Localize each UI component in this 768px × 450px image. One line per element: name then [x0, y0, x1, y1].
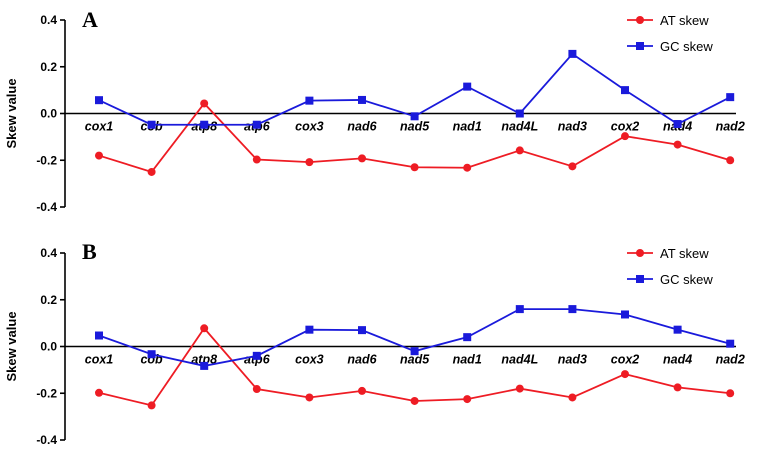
category-label: cox3 — [295, 353, 324, 367]
gc-skew-point — [568, 305, 577, 314]
gc-skew-point — [147, 350, 156, 359]
at-skew-point — [568, 162, 577, 171]
y-tick-label: -0.4 — [36, 200, 57, 214]
y-tick-label: 0.0 — [40, 107, 57, 121]
category-label: cox2 — [611, 120, 640, 134]
y-tick-label: 0.4 — [40, 246, 57, 260]
at-skew-point — [726, 156, 735, 165]
gc-skew-point — [252, 120, 261, 129]
gc-skew-point — [95, 96, 103, 105]
at-skew-point — [621, 132, 629, 141]
gc-skew-point — [568, 49, 577, 58]
at-skew-point — [200, 99, 209, 108]
gc-skew-point — [358, 326, 366, 335]
legend-marker-circle — [636, 16, 644, 24]
category-label: nad4L — [501, 120, 538, 134]
legend-label: GC skew — [660, 39, 713, 54]
at-skew-point — [463, 395, 472, 404]
gc-skew-point — [726, 339, 735, 348]
y-tick-label: -0.2 — [36, 153, 57, 167]
at-skew-point — [621, 370, 629, 379]
at-skew-point — [147, 167, 156, 176]
category-label: nad2 — [716, 120, 745, 134]
gc-skew-point — [621, 86, 629, 95]
at-skew-point — [358, 386, 366, 395]
category-label: nad1 — [453, 120, 482, 134]
category-label: nad4L — [501, 353, 538, 367]
gc-skew-point — [673, 120, 682, 129]
y-tick-label: 0.0 — [40, 340, 57, 354]
gc-skew-point — [358, 95, 366, 104]
y-tick-label: 0.4 — [40, 13, 57, 27]
gc-skew-point — [200, 120, 209, 129]
at-skew-point — [305, 393, 314, 402]
legend-label: AT skew — [660, 246, 709, 261]
at-skew-point — [95, 151, 103, 160]
gc-skew-point — [726, 93, 735, 102]
at-skew-point — [515, 146, 524, 155]
legend-marker-square — [636, 42, 644, 50]
gc-skew-point — [410, 347, 419, 356]
at-skew-point — [673, 140, 682, 149]
y-tick-label: -0.4 — [36, 433, 57, 447]
category-label: nad2 — [716, 353, 745, 367]
at-skew-point — [252, 385, 261, 394]
at-skew-point — [252, 155, 261, 164]
category-label: nad1 — [453, 353, 482, 367]
gc-skew-point — [621, 310, 629, 319]
panel-label: B — [82, 239, 97, 264]
y-tick-label: 0.2 — [40, 293, 57, 307]
at-skew-point — [305, 158, 314, 167]
category-label: cox1 — [85, 120, 114, 134]
at-skew-point — [200, 324, 209, 333]
at-skew-point — [568, 393, 577, 402]
gc-skew-point — [410, 112, 419, 121]
gc-skew-point — [147, 120, 156, 129]
legend-label: AT skew — [660, 13, 709, 28]
gc-skew-point — [673, 325, 682, 334]
at-skew-point — [410, 396, 419, 405]
at-skew-point — [95, 388, 103, 397]
gc-skew-point — [463, 82, 472, 91]
category-label: nad6 — [347, 353, 377, 367]
at-skew-point — [673, 383, 682, 392]
gc-skew-point — [305, 96, 314, 105]
y-tick-label: -0.2 — [36, 386, 57, 400]
panel-label: A — [82, 7, 98, 32]
category-label: nad5 — [400, 120, 430, 134]
gc-skew-point — [515, 109, 524, 118]
legend-label: GC skew — [660, 272, 713, 287]
category-label: nad6 — [347, 120, 377, 134]
category-label: cox3 — [295, 120, 324, 134]
series-line-at-skew — [98, 326, 731, 407]
y-axis-title: Skew value — [4, 311, 19, 381]
gc-skew-point — [305, 325, 314, 334]
at-skew-point — [515, 384, 524, 393]
gc-skew-point — [463, 333, 472, 342]
gc-skew-point — [95, 331, 103, 340]
y-tick-label: 0.2 — [40, 60, 57, 74]
at-skew-point — [147, 401, 156, 410]
at-skew-point — [358, 154, 366, 163]
category-label: nad4 — [663, 353, 692, 367]
gc-skew-point — [200, 361, 209, 370]
legend-marker-circle — [636, 249, 644, 257]
at-skew-point — [463, 163, 472, 172]
category-label: nad3 — [558, 353, 587, 367]
category-label: nad5 — [400, 353, 430, 367]
category-label: cox2 — [611, 353, 640, 367]
y-axis-title: Skew value — [4, 78, 19, 148]
category-label: atp8 — [191, 353, 217, 367]
gc-skew-point — [252, 351, 261, 360]
gc-skew-point — [515, 305, 524, 314]
at-skew-point — [410, 163, 419, 172]
category-label: nad3 — [558, 120, 587, 134]
legend-marker-square — [636, 275, 644, 283]
category-label: cox1 — [85, 353, 114, 367]
at-skew-point — [726, 389, 735, 398]
